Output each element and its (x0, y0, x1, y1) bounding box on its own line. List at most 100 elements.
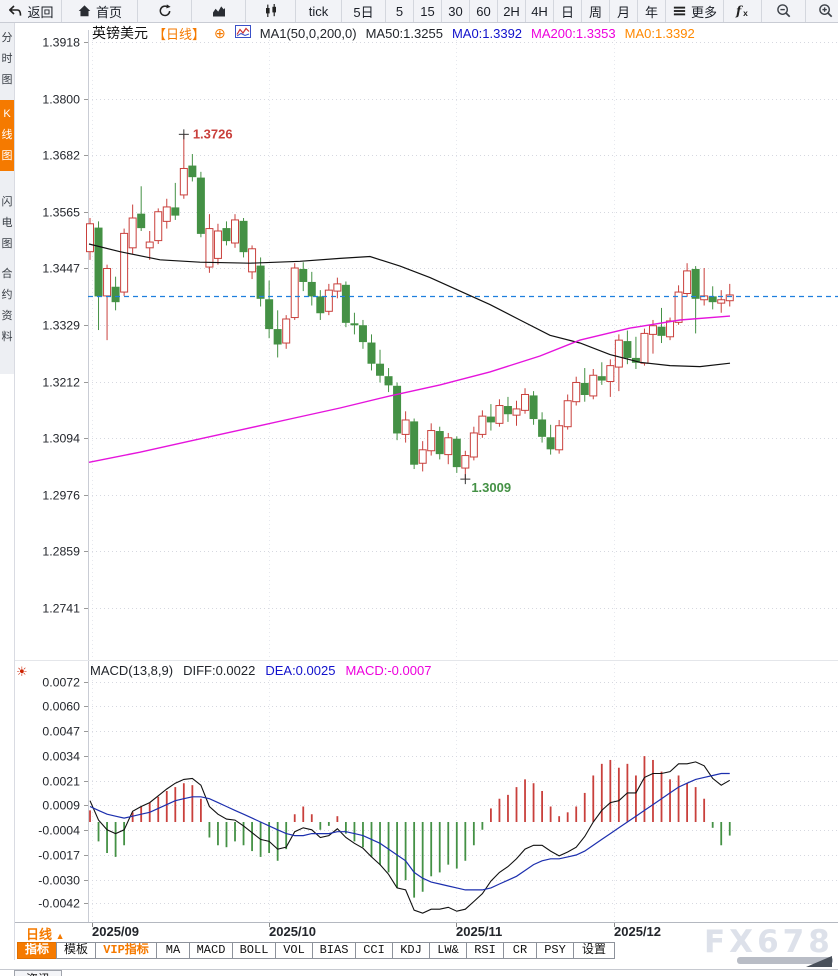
price-axis-label: 1.3094 (42, 432, 80, 446)
bottom-tab-macd[interactable]: MACD (189, 942, 233, 959)
toolbar-zoom-in-button[interactable] (806, 0, 838, 22)
toolbar-tick-button[interactable]: tick (296, 0, 342, 22)
macd-axis-label: 0.0047 (42, 725, 80, 739)
bottom-tab-zhibiao[interactable]: 指标 (17, 942, 57, 959)
macd-axis-label: -0.0004 (38, 824, 80, 838)
add-indicator-icon[interactable]: ⊕ (214, 24, 226, 41)
bottom-tab-vip[interactable]: VIP指标 (95, 942, 157, 959)
price-axis-label: 1.3329 (42, 319, 80, 333)
candlestick-plot (86, 134, 838, 480)
macd-macd-value: MACD:-0.0007 (345, 663, 432, 678)
toolbar-refresh-button[interactable] (138, 0, 192, 22)
candle-chart-icon (265, 4, 276, 17)
price-axis-label: 1.3682 (42, 149, 80, 163)
chevron-up-icon: ▲ (55, 931, 65, 941)
toolbar-back-button[interactable]: 返回 (0, 0, 62, 22)
toolbar-more-button[interactable]: 更多 (666, 0, 724, 22)
macd-axis-label: -0.0030 (38, 874, 80, 888)
toolbar-30-button[interactable]: 30 (442, 0, 470, 22)
x-axis-row: 日线 ▲ 2025/09 2025/10 2025/11 2025/12 (0, 923, 838, 943)
toolbar-back-label: 返回 (27, 4, 54, 20)
toolbar-zoom-out-button[interactable] (762, 0, 806, 22)
price-axis-label: 1.2741 (42, 602, 80, 616)
menu-icon (673, 6, 686, 16)
high-annotation: 1.3726 (193, 126, 233, 141)
toolbar-60-button[interactable]: 60 (470, 0, 498, 22)
area-chart-icon (212, 6, 225, 17)
toolbar-15-button[interactable]: 15 (414, 0, 442, 22)
ma200-value: MA200:1.3353 (531, 25, 616, 41)
bottom-tab-ma[interactable]: MA (156, 942, 190, 959)
macd-axis-label: 0.0072 (42, 676, 80, 690)
period-selector-label: 日线 (26, 927, 53, 942)
price-axis-label: 1.3565 (42, 206, 80, 220)
toolbar-month-label: 月 (616, 4, 630, 20)
bottom-tab-cci[interactable]: CCI (355, 942, 393, 959)
horizontal-scrollbar-thumb[interactable] (737, 957, 833, 964)
price-axis-label: 1.3800 (42, 93, 80, 107)
macd-axis-label: 0.0021 (42, 775, 80, 789)
sidebar-tab-contract-info[interactable]: 合约资料 (1, 268, 13, 343)
mini-chart-icon[interactable] (234, 25, 251, 41)
axis-labels: 1.3918 1.3800 1.3682 1.3565 1.3447 1.3329 1.32… (38, 36, 80, 911)
ma50-line (88, 243, 731, 368)
toolbar-2h-button[interactable]: 2H (498, 0, 526, 22)
toolbar-week-label: 周 (588, 4, 602, 20)
ma0-blue-value: MA0:1.3392 (451, 25, 523, 41)
sidebar-tab-time-chart[interactable]: 分时图 (1, 32, 13, 86)
zoom-out-icon (776, 4, 790, 18)
toolbar-area-chart-button[interactable] (192, 0, 246, 22)
toolbar-5d-button[interactable]: 5日 (342, 0, 386, 22)
bottom-tab-vol[interactable]: VOL (275, 942, 313, 959)
period-label: 【日线】 (153, 26, 206, 42)
toolbar-day-button[interactable]: 日 (554, 0, 582, 22)
sidebar-divider (14, 22, 15, 960)
bottom-tab-cr[interactable]: CR (503, 942, 537, 959)
toolbar-4h-button[interactable]: 4H (526, 0, 554, 22)
bottom-tab-rsi[interactable]: RSI (466, 942, 504, 959)
top-toolbar: 返回 首页 tick 5日 5 15 30 60 2H 4H 日周月年 更多 f x (0, 0, 838, 23)
bottom-tab-kdj[interactable]: KDJ (392, 942, 430, 959)
macd-axis-label: -0.0017 (38, 849, 80, 863)
toolbar-candle-chart-button[interactable] (246, 0, 296, 22)
x-axis-label: 2025/11 (456, 924, 503, 939)
ma0-orange-value: MA0:1.3392 (624, 25, 695, 41)
bottom-tab-psy[interactable]: PSY (536, 942, 574, 959)
period-selector[interactable]: 日线 ▲ (26, 924, 65, 943)
toolbar-5-button[interactable]: 5 (386, 0, 414, 22)
toolbar-5-label: 5 (395, 3, 404, 19)
macd-axis-label: -0.0042 (38, 897, 80, 911)
sidebar-tab-lightning-chart[interactable]: 闪电图 (1, 196, 13, 250)
toolbar-month-button[interactable]: 月 (610, 0, 638, 22)
toolbar-30-label: 30 (448, 3, 463, 19)
bottom-tab-shezhi[interactable]: 设置 (573, 942, 615, 959)
x-axis-label: 2025/09 (92, 924, 139, 939)
gridlines (14, 30, 838, 927)
zoom-in-icon (818, 4, 832, 18)
macd-axis-label: 0.0060 (42, 700, 80, 714)
indicator-settings-icon[interactable]: ☀ (16, 664, 28, 679)
macd-axis-label: 0.0009 (42, 799, 80, 813)
macd-title: MACD(13,8,9) (90, 663, 174, 678)
toolbar-year-button[interactable]: 年 (638, 0, 666, 22)
bottom-tab-boll[interactable]: BOLL (232, 942, 276, 959)
price-axis-label: 1.3918 (42, 36, 80, 50)
macd-plot (89, 756, 731, 914)
toolbar-week-button[interactable]: 周 (582, 0, 610, 22)
ma50-value: MA50:1.3255 (365, 25, 443, 41)
macd-dea-value: DEA:0.0025 (265, 663, 336, 678)
annotations: 1.3726 1.3009 (178, 126, 511, 495)
ma200-line (88, 315, 731, 463)
bottom-tab-bias[interactable]: BIAS (312, 942, 356, 959)
collapse-panel-icon[interactable] (806, 956, 832, 967)
bottom-tab-lw[interactable]: LW& (429, 942, 467, 959)
svg-text:x: x (743, 8, 748, 18)
toolbar-home-button[interactable]: 首页 (62, 0, 138, 22)
bottom-tab-moban[interactable]: 模板 (56, 942, 96, 959)
macd-diff-line (89, 761, 731, 914)
macd-diff-value: DIFF:0.0022 (183, 663, 256, 678)
news-tab[interactable]: 资讯 (14, 970, 62, 976)
